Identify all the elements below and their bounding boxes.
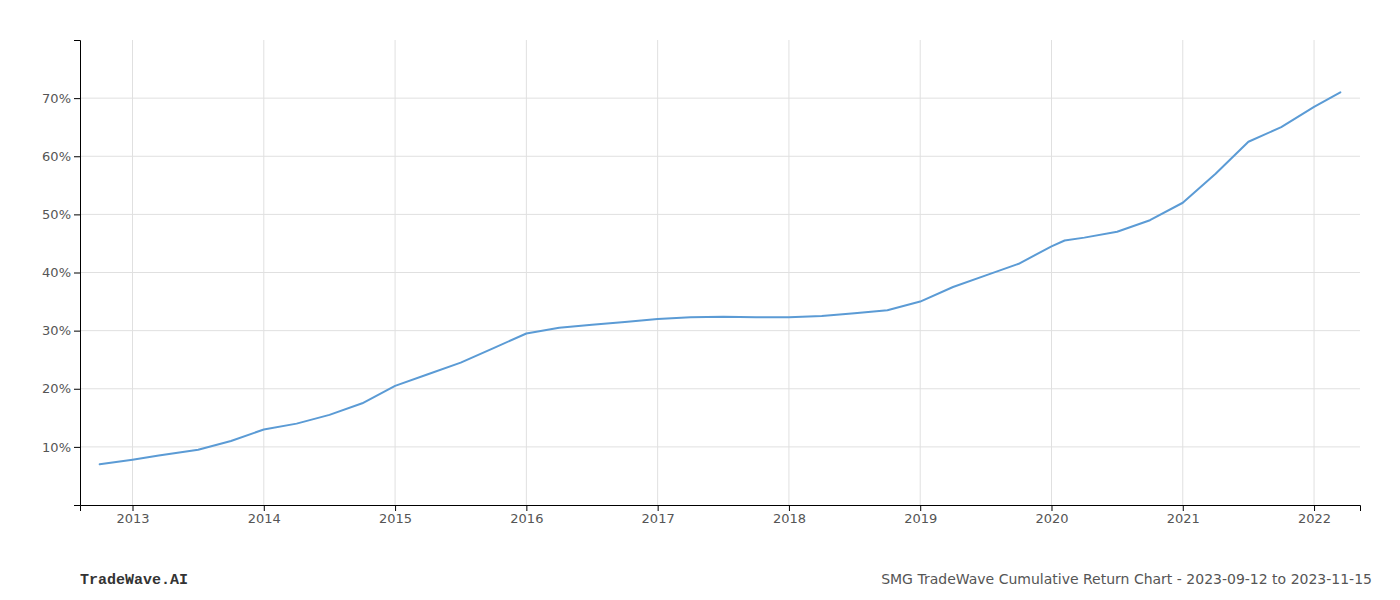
x-tick-mark xyxy=(1183,505,1184,511)
grid-line-x xyxy=(1314,40,1315,505)
plot-area: 2013 2014 2015 2016 2017 2018 2019 2020 2021 2022… xyxy=(42,40,1360,526)
grid xyxy=(80,40,1360,505)
x-tick-mark xyxy=(1314,505,1315,511)
footer-left: TradeWave.AI xyxy=(80,572,188,589)
grid-line-x xyxy=(526,40,527,505)
y-tick-mark xyxy=(74,214,80,215)
y-tick-mark xyxy=(74,389,80,390)
x-tick: 2014 xyxy=(248,505,281,526)
x-tick-label: 2015 xyxy=(379,511,412,526)
grid-line-y xyxy=(80,214,1360,215)
y-tick-mark xyxy=(74,156,80,157)
x-tick: 2016 xyxy=(510,505,543,526)
x-tick-mark xyxy=(658,505,659,511)
x-tick-mark xyxy=(395,505,396,511)
y-tick-mark xyxy=(74,447,80,448)
x-tick: 2019 xyxy=(904,505,937,526)
y-axis-line xyxy=(74,41,81,506)
x-tick-mark xyxy=(264,505,265,511)
x-tick-mark xyxy=(133,505,134,511)
x-tick-mark xyxy=(526,505,527,511)
y-tick-label: 60% xyxy=(42,149,71,164)
grid-line-x xyxy=(263,40,264,505)
x-tick: 2022 xyxy=(1298,505,1331,526)
grid-line-x xyxy=(395,40,396,505)
grid-line-y xyxy=(80,330,1360,331)
y-tick: 50% xyxy=(42,207,80,222)
y-tick-mark xyxy=(74,331,80,332)
x-axis: 2013 2014 2015 2016 2017 2018 2019 2020 2021 2022 xyxy=(81,505,1361,526)
footer-right: SMG TradeWave Cumulative Return Chart - … xyxy=(881,571,1372,587)
grid-line-x xyxy=(132,40,133,505)
x-tick-label: 2019 xyxy=(904,511,937,526)
x-tick: 2013 xyxy=(116,505,149,526)
y-tick: 70% xyxy=(42,91,80,106)
grid-line-y xyxy=(80,272,1360,273)
x-tick: 2015 xyxy=(379,505,412,526)
grid-line-x xyxy=(1182,40,1183,505)
grid-line-y xyxy=(80,446,1360,447)
x-tick-label: 2020 xyxy=(1035,511,1068,526)
marks xyxy=(100,92,1341,464)
x-tick-label: 2014 xyxy=(248,511,281,526)
grid-line-x xyxy=(788,40,789,505)
y-tick-label: 50% xyxy=(42,207,71,222)
x-tick: 2017 xyxy=(642,505,675,526)
grid-line-y xyxy=(80,388,1360,389)
chart: 2013 2014 2015 2016 2017 2018 2019 2020 2021 2022… xyxy=(0,0,1400,600)
grid-line-y xyxy=(80,98,1360,99)
x-tick-label: 2013 xyxy=(116,511,149,526)
x-tick-label: 2017 xyxy=(642,511,675,526)
y-tick-mark xyxy=(74,98,80,99)
grid-line-x xyxy=(920,40,921,505)
line xyxy=(100,92,1341,464)
y-axis: 10% 20% 30% 40% 50% 60% 70% xyxy=(42,41,80,506)
x-axis-line xyxy=(81,506,1361,512)
x-tick: 2018 xyxy=(773,505,806,526)
y-tick-label: 10% xyxy=(42,440,71,455)
y-tick: 20% xyxy=(42,381,80,396)
y-tick: 30% xyxy=(42,323,80,338)
y-tick: 10% xyxy=(42,440,80,455)
y-tick-label: 30% xyxy=(42,323,71,338)
x-tick-label: 2022 xyxy=(1298,511,1331,526)
x-tick: 2020 xyxy=(1035,505,1068,526)
y-tick-mark xyxy=(74,273,80,274)
x-tick-mark xyxy=(789,505,790,511)
y-tick-label: 20% xyxy=(42,381,71,396)
grid-line-x xyxy=(1051,40,1052,505)
y-tick-label: 40% xyxy=(42,265,71,280)
x-tick-label: 2016 xyxy=(510,511,543,526)
x-tick-label: 2021 xyxy=(1167,511,1200,526)
x-tick-mark xyxy=(920,505,921,511)
grid-line-x xyxy=(657,40,658,505)
x-tick-mark xyxy=(1051,505,1052,511)
x-tick-label: 2018 xyxy=(773,511,806,526)
x-tick: 2021 xyxy=(1167,505,1200,526)
y-tick-label: 70% xyxy=(42,91,71,106)
grid-line-y xyxy=(80,156,1360,157)
y-tick: 40% xyxy=(42,265,80,280)
y-tick: 60% xyxy=(42,149,80,164)
